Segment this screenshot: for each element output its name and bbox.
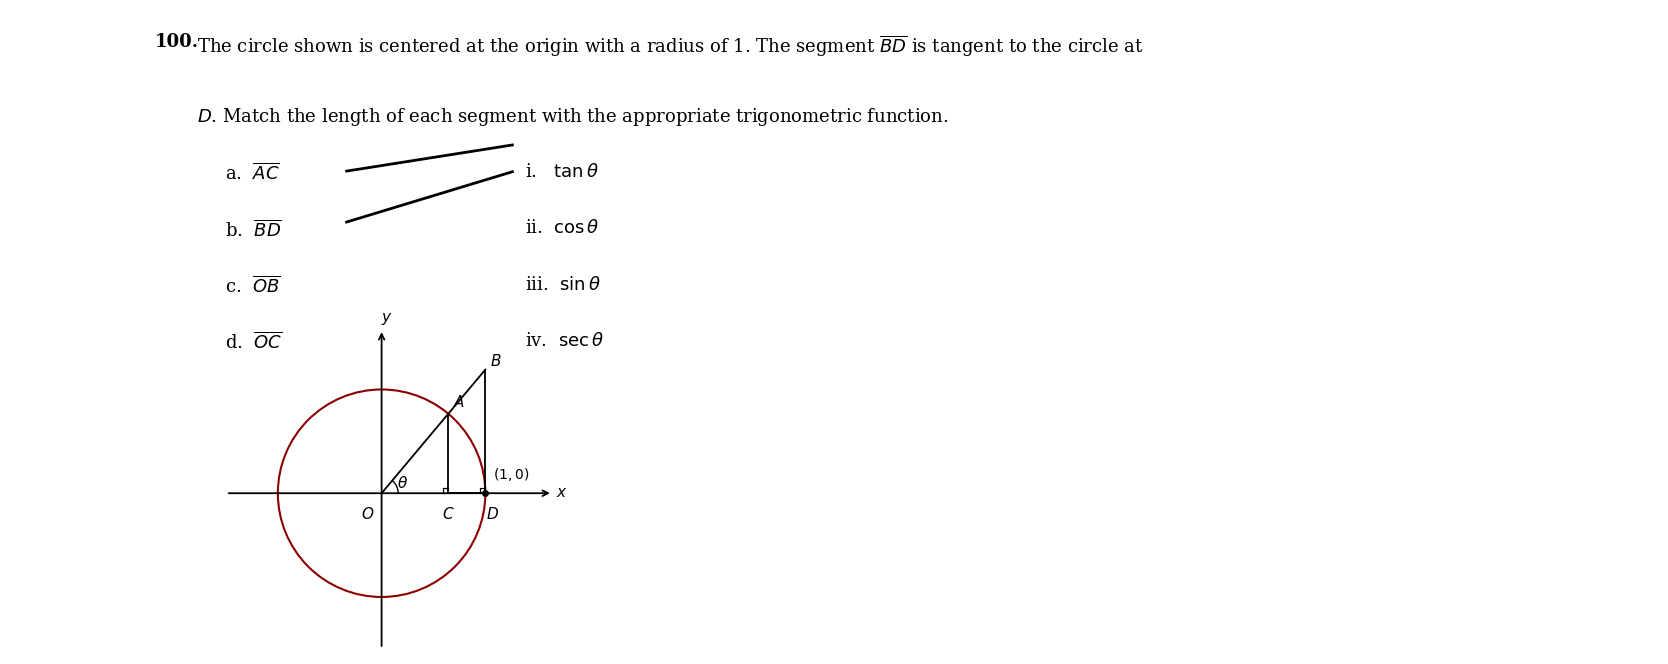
- Text: The circle shown is centered at the origin with a radius of 1. The segment $\ove: The circle shown is centered at the orig…: [197, 33, 1144, 58]
- Text: $D$. Match the length of each segment with the appropriate trigonometric functio: $D$. Match the length of each segment wi…: [197, 106, 947, 128]
- Text: $A$: $A$: [454, 394, 465, 410]
- Text: 100.: 100.: [155, 33, 198, 51]
- Text: $D$: $D$: [487, 506, 499, 522]
- Text: iv.  $\sec\theta$: iv. $\sec\theta$: [525, 332, 604, 350]
- Text: $\theta$: $\theta$: [397, 475, 409, 491]
- Text: $O$: $O$: [362, 506, 375, 522]
- Text: $C$: $C$: [442, 506, 455, 522]
- Text: $B$: $B$: [489, 353, 500, 369]
- Text: $y$: $y$: [380, 311, 392, 327]
- Text: i.   $\tan\theta$: i. $\tan\theta$: [525, 163, 599, 181]
- Text: b.  $\overline{BD}$: b. $\overline{BD}$: [225, 219, 282, 240]
- Text: ii.  $\cos\theta$: ii. $\cos\theta$: [525, 219, 600, 237]
- Text: c.  $\overline{OB}$: c. $\overline{OB}$: [225, 276, 280, 297]
- Text: a.  $\overline{AC}$: a. $\overline{AC}$: [225, 163, 280, 184]
- Text: iii.  $\sin\theta$: iii. $\sin\theta$: [525, 276, 600, 293]
- Text: d.  $\overline{OC}$: d. $\overline{OC}$: [225, 332, 282, 353]
- Text: $(1, 0)$: $(1, 0)$: [492, 466, 529, 483]
- Text: $x$: $x$: [555, 486, 567, 500]
